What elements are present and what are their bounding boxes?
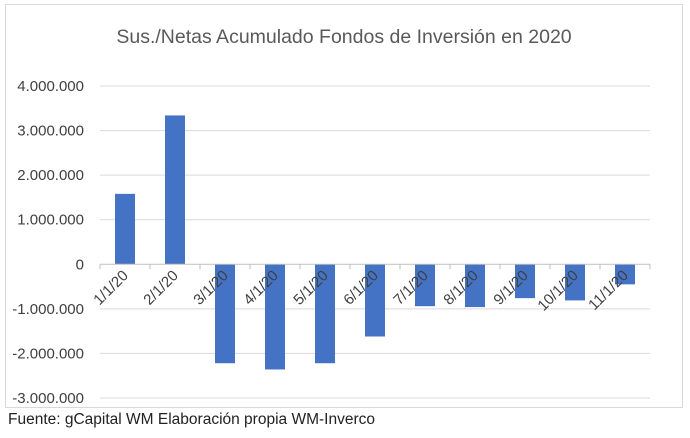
x-tick-label: 11/1/20 bbox=[585, 267, 632, 314]
bar bbox=[365, 264, 385, 337]
y-tick-label: 1.000.000 bbox=[17, 212, 84, 229]
bar bbox=[165, 115, 185, 265]
bar-chart: 4.000.000 3.000.000 2.000.000 1.000.000 0 -1.… bbox=[12, 26, 651, 407]
bars bbox=[115, 115, 635, 370]
bar bbox=[615, 264, 635, 285]
bar bbox=[115, 193, 135, 265]
axes bbox=[99, 263, 651, 270]
y-tick-label: 3.000.000 bbox=[17, 123, 84, 140]
bar bbox=[265, 264, 285, 370]
bar bbox=[315, 264, 335, 364]
bar bbox=[215, 264, 235, 364]
y-tick-label: -1.000.000 bbox=[12, 301, 84, 318]
chart-frame bbox=[5, 4, 683, 408]
bar bbox=[415, 264, 435, 307]
y-tick-label: 0 bbox=[76, 256, 84, 273]
y-tick-label: -3.000.000 bbox=[12, 390, 84, 407]
y-tick-label: 2.000.000 bbox=[17, 167, 84, 184]
bar bbox=[465, 264, 485, 308]
y-tick-label: -2.000.000 bbox=[12, 345, 84, 362]
chart-title: Sus./Netas Acumulado Fondos de Inversión… bbox=[116, 26, 571, 48]
gridlines bbox=[100, 85, 650, 399]
source-note: Fuente: gCapital WM Elaboración propia W… bbox=[8, 411, 375, 428]
bar bbox=[565, 264, 585, 301]
x-tick-label: 1/1/20 bbox=[90, 267, 132, 309]
bar bbox=[515, 264, 535, 299]
y-tick-label: 4.000.000 bbox=[17, 78, 84, 95]
x-tick-label: 2/1/20 bbox=[140, 267, 182, 309]
